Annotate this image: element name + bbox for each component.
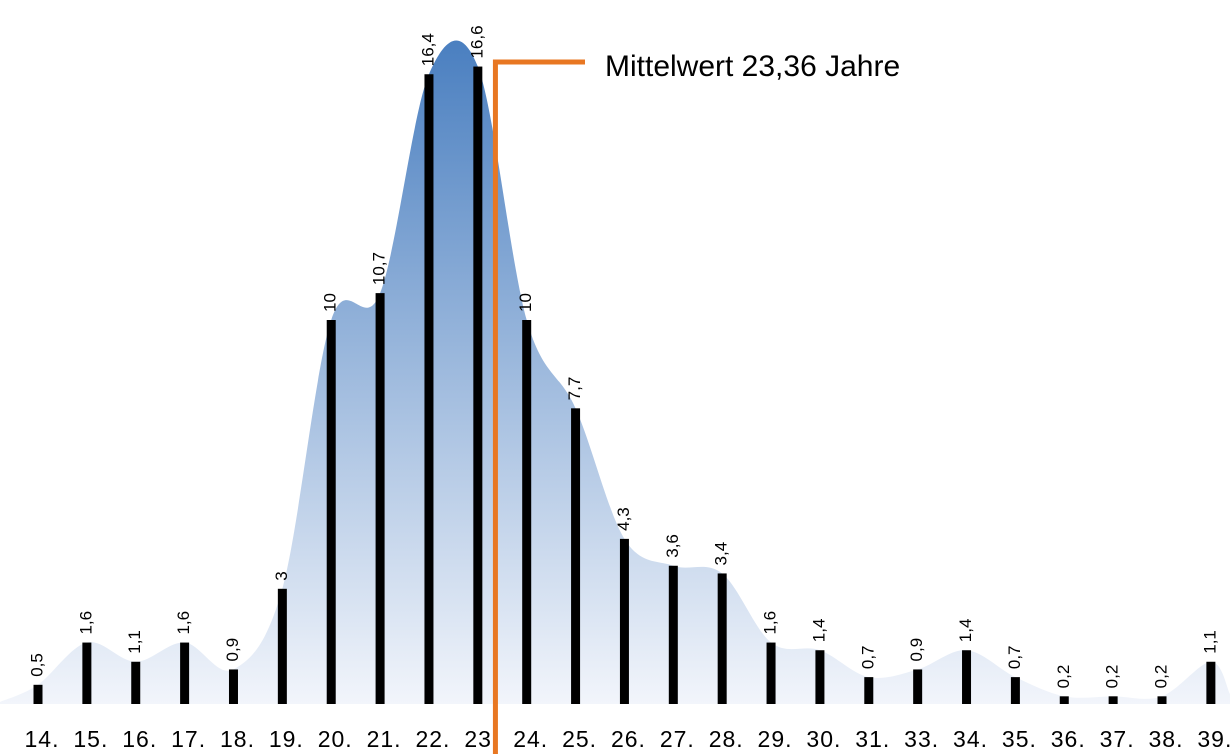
mean-line	[492, 59, 585, 754]
bar	[766, 642, 776, 704]
x-tick-label: 34.	[953, 726, 988, 752]
mean-label: Mittelwert 23,36 Jahre	[605, 50, 900, 83]
value-label: 0,7	[1005, 645, 1024, 669]
value-label: 3	[272, 571, 291, 580]
bar	[473, 66, 483, 704]
value-label: 10	[516, 293, 535, 312]
value-label: 0,9	[907, 638, 926, 662]
bar	[131, 661, 141, 704]
x-tick-label: 24.	[513, 726, 548, 752]
value-label: 0,9	[223, 638, 242, 662]
bar	[1206, 661, 1216, 704]
x-tick-label: 23.	[464, 726, 499, 752]
value-label: 4,3	[614, 507, 633, 531]
bar	[962, 650, 972, 704]
bar	[1010, 677, 1020, 704]
value-label: 1,6	[761, 611, 780, 635]
bar	[228, 669, 238, 704]
x-tick-label: 17.	[171, 726, 206, 752]
bar	[668, 565, 678, 704]
value-label: 1,4	[956, 619, 975, 643]
value-label: 0,2	[1103, 665, 1122, 689]
bar	[1108, 696, 1118, 704]
area	[0, 40, 1230, 704]
value-label: 1,1	[1200, 630, 1219, 654]
value-label: 1,6	[76, 611, 95, 635]
bar	[522, 320, 532, 704]
bar	[815, 650, 825, 704]
value-label: 16,4	[418, 33, 437, 66]
bar	[424, 74, 434, 705]
bar	[864, 677, 874, 704]
x-tick-label: 14.	[25, 726, 60, 752]
bar	[326, 320, 336, 704]
x-tick-label: 15.	[73, 726, 108, 752]
value-label: 1,1	[125, 630, 144, 654]
x-tick-label: 21.	[367, 726, 402, 752]
x-tick-label: 22.	[415, 726, 450, 752]
x-tick-label: 38.	[1149, 726, 1184, 752]
value-label: 10,7	[370, 252, 389, 285]
value-label: 0,2	[1054, 665, 1073, 689]
bar	[913, 669, 923, 704]
x-tick-label: 28.	[709, 726, 744, 752]
value-label: 10	[321, 293, 340, 312]
value-label: 3,6	[663, 534, 682, 558]
x-tick-label: 16.	[122, 726, 157, 752]
value-label: 0,7	[858, 645, 877, 669]
bar	[33, 684, 43, 704]
bar	[619, 538, 629, 704]
x-tick-label: 31.	[855, 726, 890, 752]
value-label: 3,4	[712, 542, 731, 566]
bar	[277, 588, 287, 704]
x-tick-label: 36.	[1051, 726, 1086, 752]
bar	[82, 642, 92, 704]
x-tick-label: 26.	[611, 726, 646, 752]
value-label: 1,6	[174, 611, 193, 635]
value-label: 7,7	[565, 377, 584, 401]
bar	[180, 642, 190, 704]
bar	[571, 408, 581, 704]
x-tick-label: 19.	[269, 726, 304, 752]
x-tick-label: 29.	[758, 726, 793, 752]
value-label: 16,6	[467, 25, 486, 58]
x-tick-label: 33.	[904, 726, 939, 752]
value-label: 1,4	[809, 619, 828, 643]
x-tick-label: 27.	[660, 726, 695, 752]
x-tick-label: 18.	[220, 726, 255, 752]
bar	[1059, 696, 1069, 704]
x-tick-label: 30.	[806, 726, 841, 752]
x-tick-label: 25.	[562, 726, 597, 752]
bar	[375, 293, 385, 704]
x-tick-label: 35.	[1002, 726, 1037, 752]
x-tick-label: 39.	[1197, 726, 1230, 752]
value-label: 0,5	[27, 653, 46, 677]
value-label: 0,2	[1151, 665, 1170, 689]
bar	[1157, 696, 1167, 704]
x-tick-label: 37.	[1100, 726, 1135, 752]
x-tick-label: 20.	[318, 726, 353, 752]
bar	[717, 573, 727, 704]
